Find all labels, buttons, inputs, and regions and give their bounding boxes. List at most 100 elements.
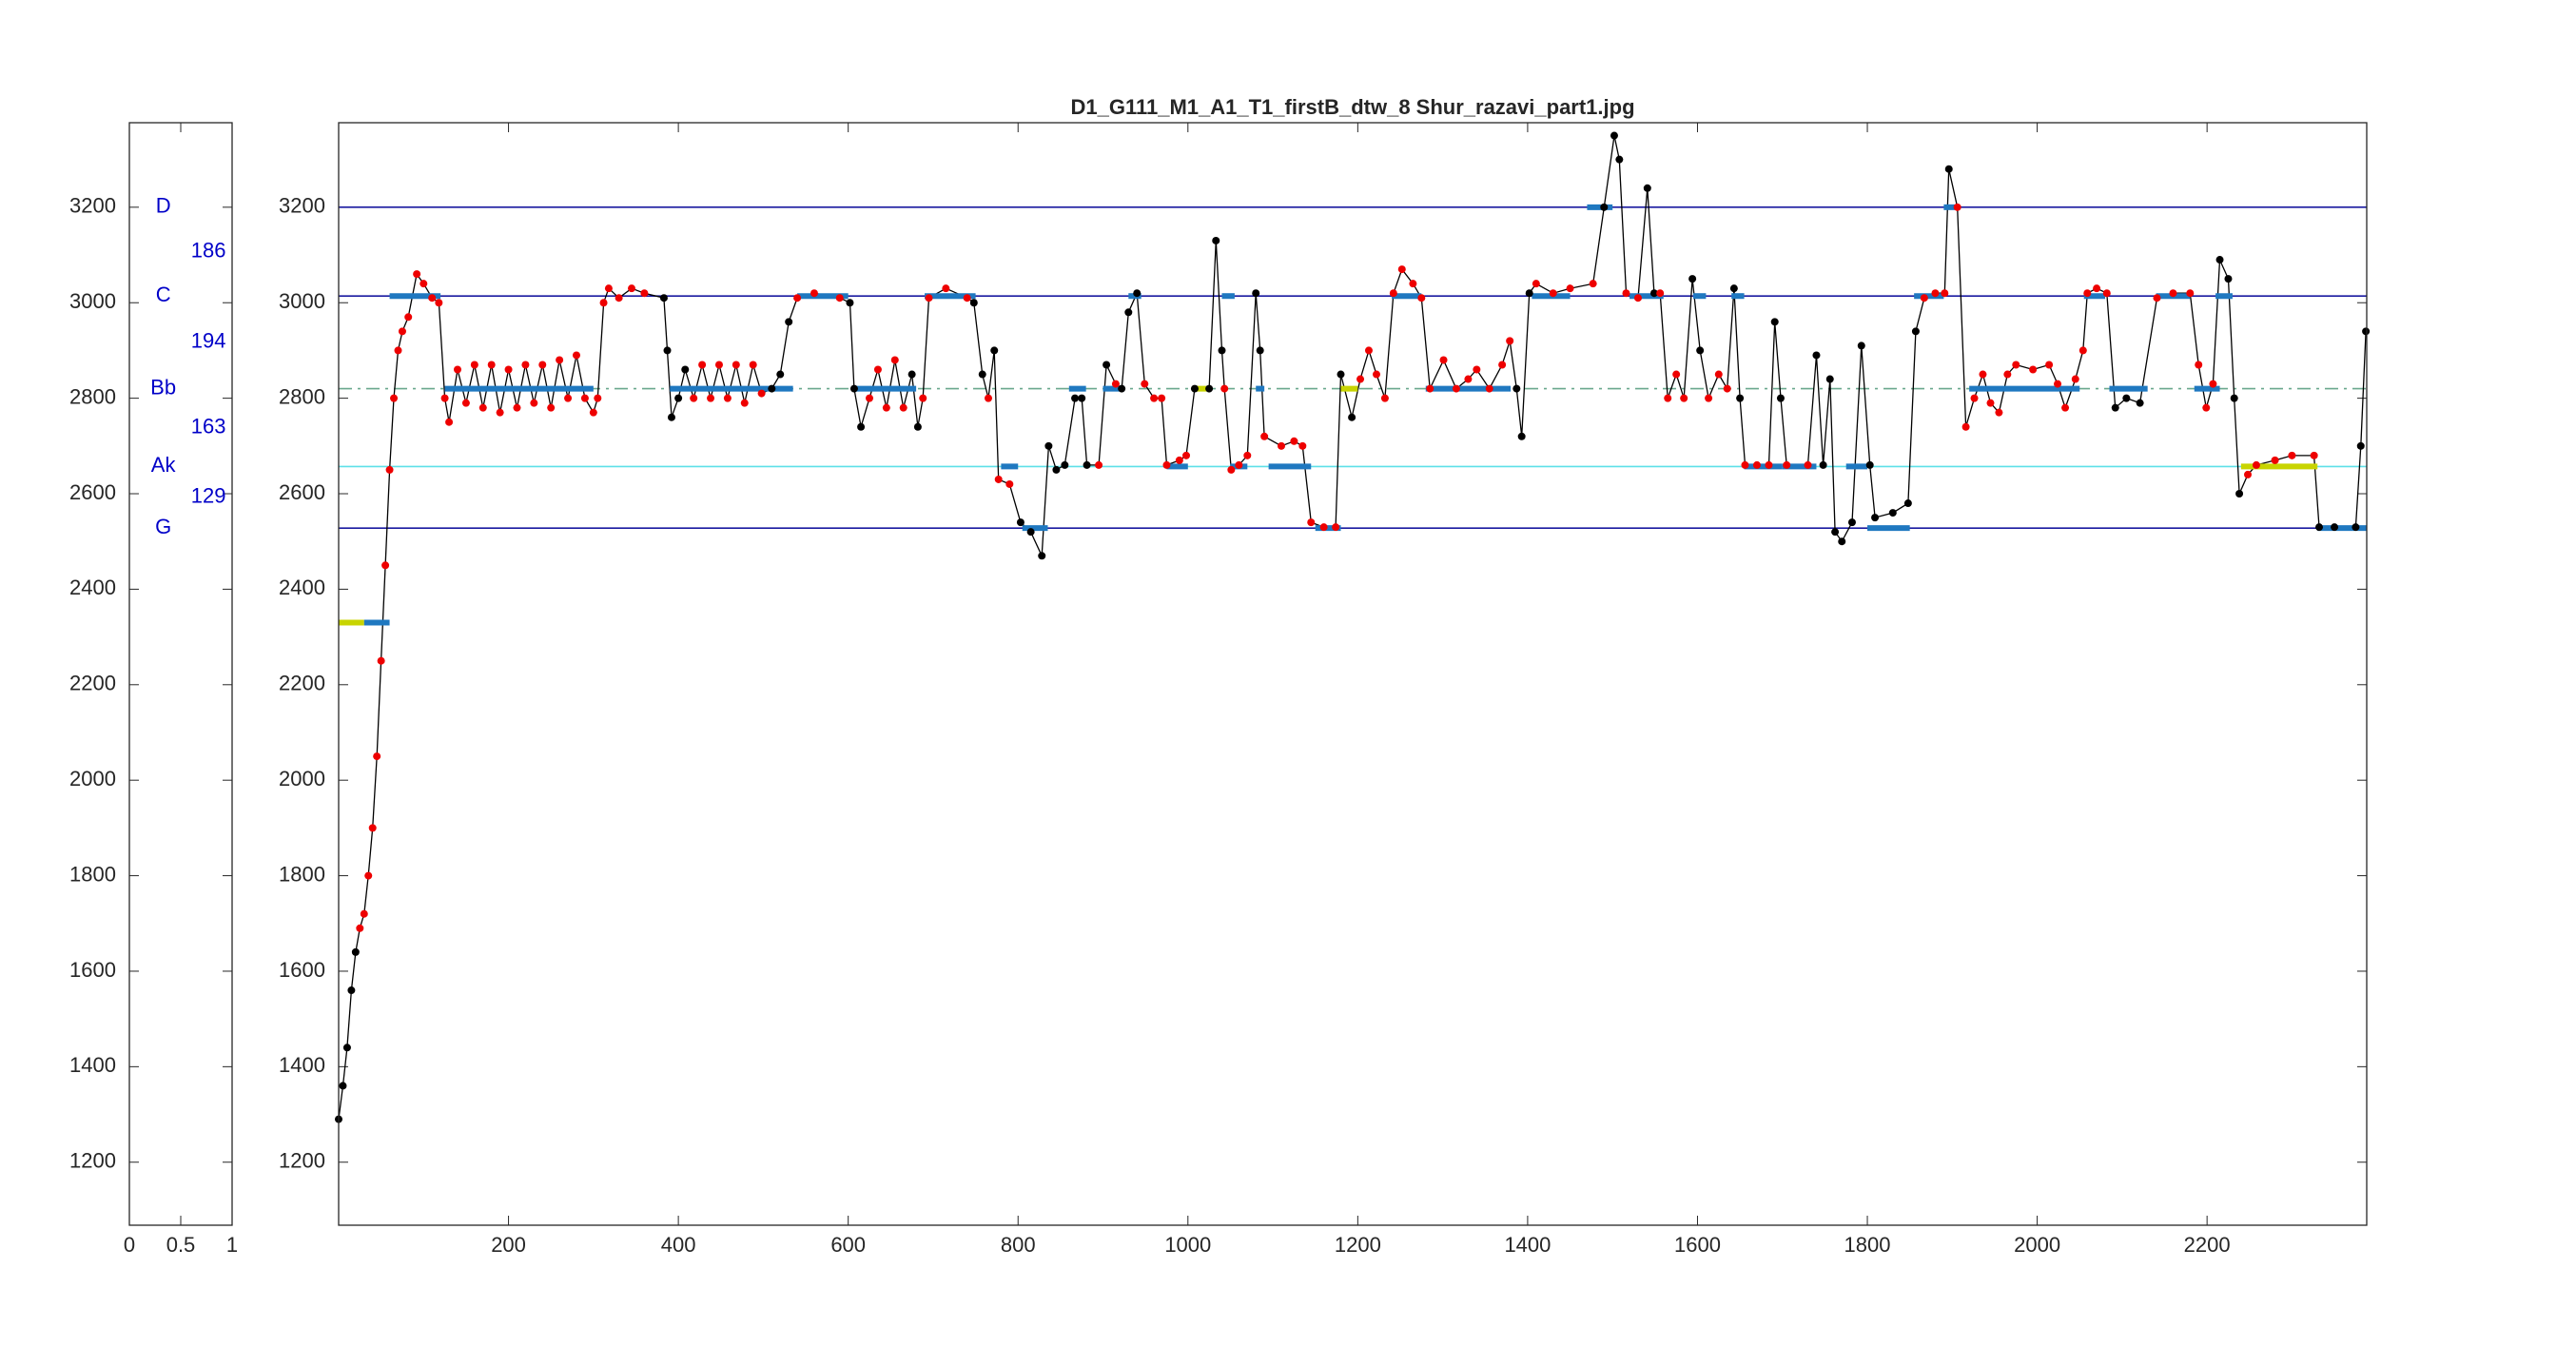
- pitch-point: [1741, 460, 1749, 469]
- pitch-point: [846, 299, 854, 307]
- pitch-point: [1825, 375, 1834, 383]
- pitch-point: [1256, 346, 1264, 355]
- pitch-point: [1133, 289, 1142, 298]
- pitch-point: [394, 346, 402, 355]
- x-tick-label: 0.5: [166, 1233, 196, 1257]
- pitch-point: [1356, 375, 1365, 383]
- pitch-point: [390, 394, 399, 402]
- pitch-point: [723, 394, 732, 402]
- pitch-point: [1970, 394, 1979, 402]
- pitch-point: [445, 418, 454, 426]
- pitch-point: [2045, 361, 2054, 369]
- pitch-point: [2356, 441, 2365, 450]
- pitch-point: [1633, 294, 1642, 302]
- pitch-point: [1729, 284, 1738, 293]
- pitch-point: [1705, 394, 1713, 402]
- pitch-point: [1473, 365, 1481, 374]
- y-tick-label: 3200: [69, 194, 116, 218]
- pitch-point: [2288, 451, 2296, 459]
- pitch-point: [913, 422, 922, 431]
- pitch-point: [1888, 509, 1897, 517]
- pitch-point: [1672, 370, 1681, 379]
- y-tick-label: 1200: [279, 1149, 325, 1173]
- pitch-point: [435, 299, 443, 307]
- pitch-point: [1103, 361, 1111, 369]
- pitch-point: [1615, 155, 1624, 164]
- y-tick-label: 3000: [279, 289, 325, 313]
- pitch-point: [1141, 380, 1149, 388]
- pitch-point: [1426, 384, 1434, 393]
- pitch-point: [919, 394, 927, 402]
- pitch-point: [2061, 403, 2070, 412]
- pitch-point: [1903, 499, 1912, 508]
- pitch-point: [1714, 370, 1723, 379]
- pitch-point: [1205, 384, 1214, 393]
- pitch-point: [1911, 327, 1920, 336]
- pitch-point: [698, 361, 707, 369]
- pitch-point: [969, 299, 978, 307]
- x-tick-label: 1800: [1844, 1233, 1891, 1257]
- pitch-point: [1220, 384, 1229, 393]
- pitch-point: [404, 313, 413, 322]
- x-tick-label: 200: [491, 1233, 526, 1257]
- pitch-point: [2235, 490, 2244, 498]
- pitch-point: [1664, 394, 1672, 402]
- pitch-point: [420, 280, 428, 288]
- y-tick-label: 1600: [279, 958, 325, 982]
- interval-label: 129: [191, 484, 226, 508]
- x-tick-label: 2200: [2184, 1233, 2231, 1257]
- pitch-point: [2271, 456, 2279, 464]
- pitch-point: [681, 365, 690, 374]
- pitch-point: [873, 365, 882, 374]
- interval-label: 163: [191, 414, 226, 438]
- pitch-point: [1182, 451, 1191, 459]
- pitch-point: [674, 394, 683, 402]
- pitch-point: [1600, 203, 1609, 211]
- pitch-point: [1941, 289, 1949, 298]
- pitch-point: [640, 289, 649, 298]
- pitch-point: [776, 370, 785, 379]
- note-label: G: [155, 515, 171, 538]
- pitch-point: [849, 384, 858, 393]
- pitch-point: [1871, 514, 1880, 522]
- pitch-point: [385, 465, 394, 474]
- axes-box: [338, 122, 2368, 1226]
- pitch-point: [732, 361, 740, 369]
- pitch-point: [707, 394, 715, 402]
- y-tick-label: 2800: [69, 384, 116, 408]
- pitch-point: [530, 399, 538, 407]
- pitch-point: [1680, 394, 1688, 402]
- pitch-point: [1227, 465, 1236, 474]
- y-tick-label: 1400: [279, 1053, 325, 1077]
- pitch-point: [453, 365, 461, 374]
- pitch-point: [1736, 394, 1745, 402]
- pitch-point: [604, 284, 613, 293]
- y-tick-label: 1800: [69, 862, 116, 886]
- pitch-point: [594, 394, 602, 402]
- pitch-point: [342, 1044, 351, 1052]
- y-tick-label: 2200: [69, 672, 116, 695]
- pitch-point: [398, 327, 406, 336]
- pitch-point: [381, 561, 390, 570]
- pitch-point: [1944, 165, 1953, 173]
- pitch-point: [1920, 294, 1928, 302]
- pitch-point: [785, 318, 793, 326]
- pitch-point: [1961, 422, 1970, 431]
- pitch-point: [339, 1082, 347, 1090]
- pitch-point: [580, 394, 589, 402]
- pitch-point: [1348, 413, 1356, 421]
- pitch-point: [2244, 470, 2253, 478]
- axes-box: [128, 122, 233, 1226]
- pitch-point: [1038, 552, 1046, 560]
- interval-label: 194: [191, 329, 226, 353]
- y-tick-label: 2400: [279, 576, 325, 599]
- pitch-point: [2202, 403, 2211, 412]
- pitch-point: [1319, 523, 1328, 532]
- pitch-point: [1260, 432, 1269, 440]
- y-tick-label: 2600: [69, 480, 116, 504]
- pitch-point: [1162, 460, 1171, 469]
- y-tick-label: 1200: [69, 1149, 116, 1173]
- pitch-point: [1364, 346, 1373, 355]
- pitch-point: [793, 294, 802, 302]
